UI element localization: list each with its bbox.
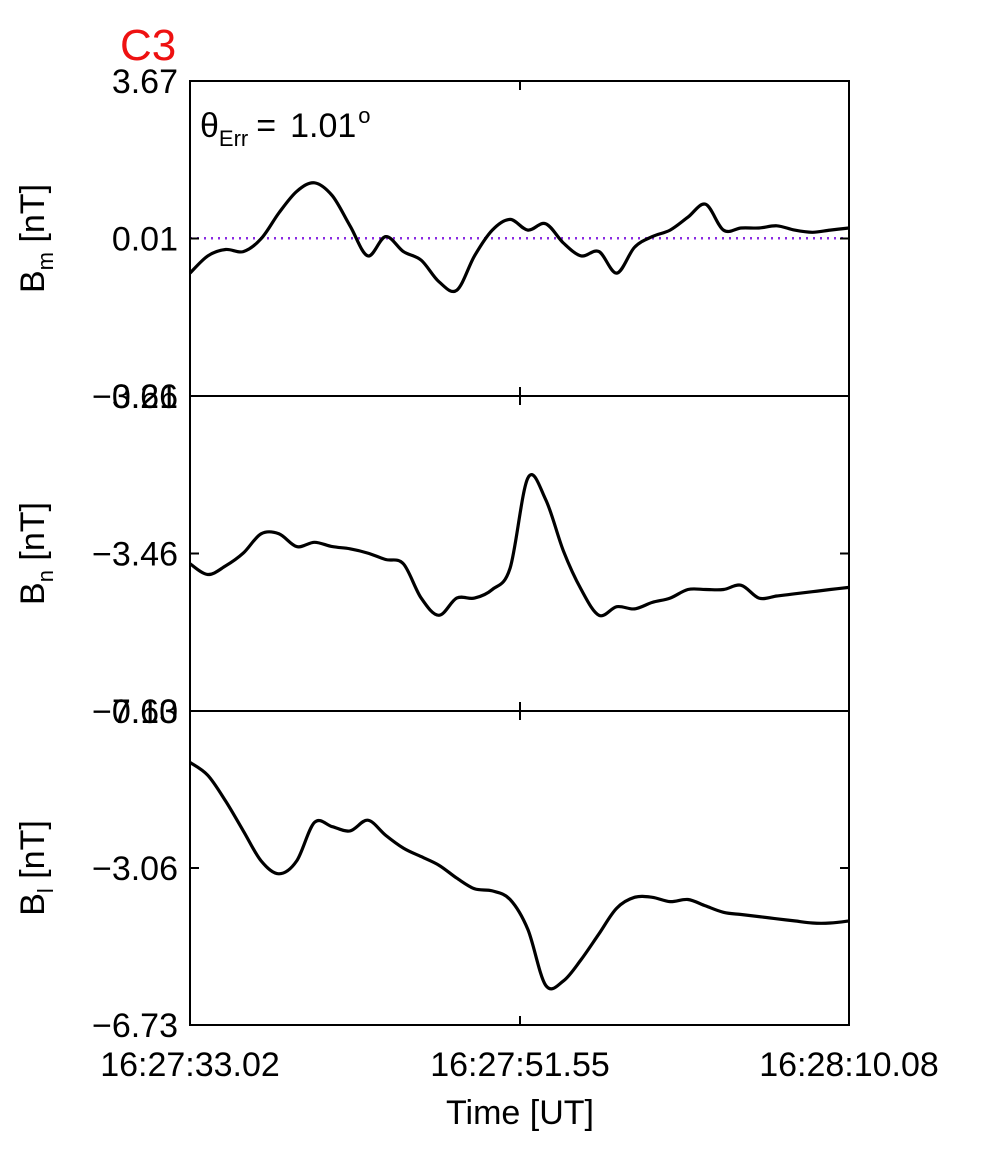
annotation-subscript: Err (219, 126, 248, 151)
x-tick-label: 16:27:51.55 (430, 1046, 610, 1084)
y-tick-label: −7.13 (92, 693, 178, 731)
y-tick-label: −3.06 (92, 850, 178, 888)
x-tick-labels: 16:27:33.02 16:27:51.55 16:28:10.08 (100, 1046, 939, 1084)
data-line (188, 181, 850, 294)
annotation-separator: = (256, 107, 276, 145)
annotation-unit: o (358, 103, 370, 128)
data-line (189, 473, 850, 618)
x-tick-label: 16:28:10.08 (759, 1046, 939, 1084)
plot-frame (189, 395, 850, 712)
x-tick-label: 16:27:33.02 (100, 1046, 280, 1084)
y-axis-label: Bl [nT] (14, 820, 58, 916)
data-line (189, 761, 850, 991)
y-tick-label: −3.66 (92, 378, 178, 416)
panel-bl: 0.60 −3.06 −6.73 Bl [nT] (14, 693, 850, 1045)
y-tick-label: −6.73 (92, 1007, 178, 1045)
error-angle-annotation: θErr = 1.01o (200, 103, 371, 151)
y-tick-label: 3.67 (112, 63, 178, 101)
panel-bn: 0.21 −3.46 −7.13 Bn [nT] (14, 378, 850, 731)
y-axis-label: Bm [nT] (14, 184, 58, 293)
y-axis-label: Bn [nT] (14, 502, 58, 605)
y-tick-label: 0.60 (112, 693, 178, 731)
annotation-symbol: θ (200, 107, 219, 145)
panel-bm: 3.67 0.01 −3.66 Bm [nT] (14, 63, 850, 416)
y-tick-label: 0.21 (112, 378, 178, 416)
y-tick-label: −3.46 (92, 536, 178, 574)
x-axis-label: Time [UT] (446, 1094, 594, 1132)
figure-label: C3 (120, 21, 176, 70)
annotation-value: 1.01 (290, 107, 356, 145)
y-tick-label: 0.01 (112, 221, 178, 259)
